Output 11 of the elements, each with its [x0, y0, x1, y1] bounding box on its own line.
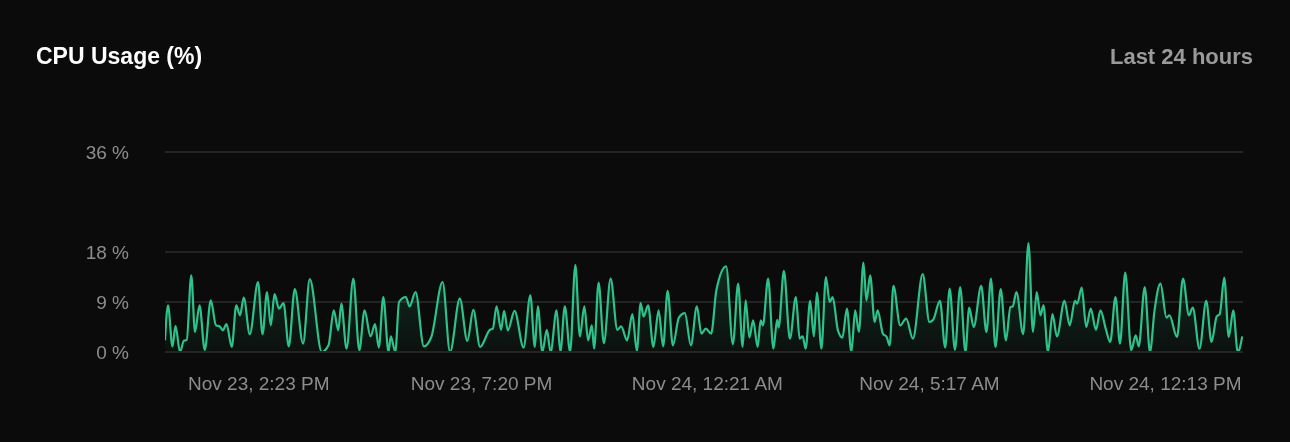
chart-subtitle: Last 24 hours: [1109, 44, 1253, 70]
y-tick-label: 18 %: [85, 242, 130, 263]
y-tick-label: 36 %: [85, 142, 130, 163]
y-tick-label: 0 %: [96, 342, 130, 363]
chart-title: CPU Usage (%): [36, 43, 203, 70]
x-tick-label: Nov 23, 2:23 PM: [188, 373, 330, 394]
x-tick-label: Nov 24, 5:17 AM: [859, 373, 1000, 394]
y-tick-label: 9 %: [96, 292, 130, 313]
x-tick-label: Nov 24, 12:13 PM: [1089, 373, 1242, 394]
x-tick-label: Nov 24, 12:21 AM: [631, 373, 783, 394]
x-tick-label: Nov 23, 7:20 PM: [410, 373, 553, 394]
